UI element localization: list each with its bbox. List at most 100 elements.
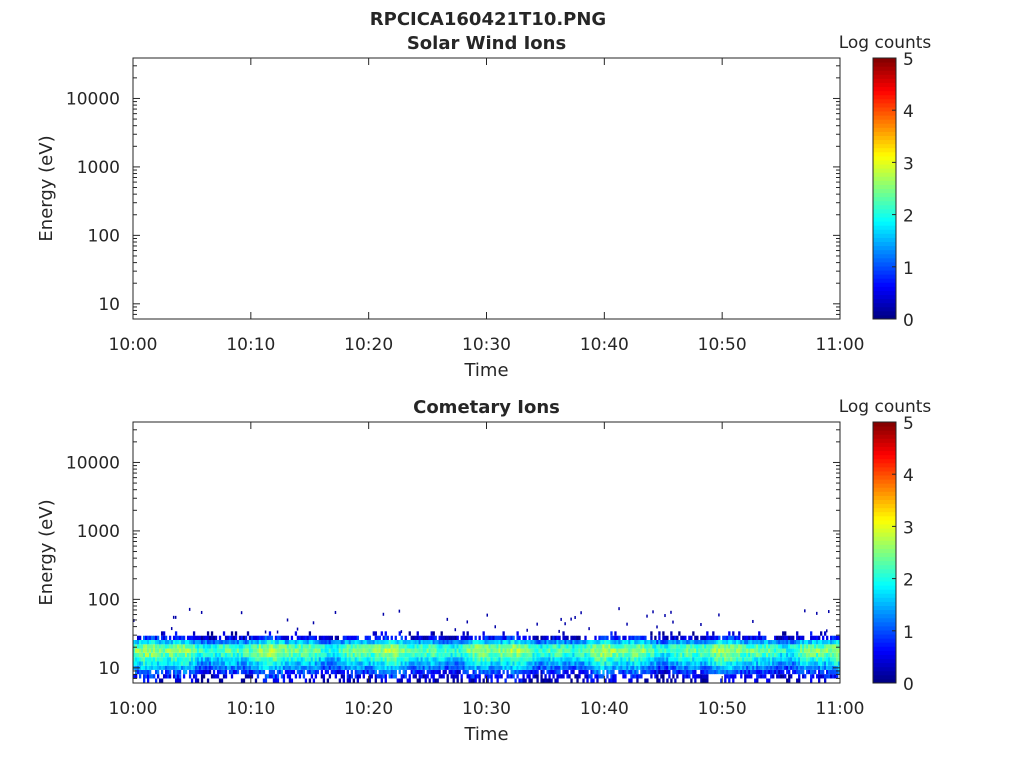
colorbar-segment (873, 564, 896, 570)
heatmap-cell (802, 635, 805, 641)
heatmap-cell (190, 657, 194, 662)
heatmap-cell (838, 640, 841, 645)
heatmap-cell (636, 648, 639, 653)
heatmap-cell (650, 631, 653, 636)
heatmap-cell (438, 644, 441, 649)
heatmap-cell (202, 657, 206, 662)
heatmap-cell (518, 657, 521, 662)
heatmap-cell (492, 652, 495, 658)
heatmap-cell (674, 657, 677, 662)
heatmap-cell (452, 640, 455, 645)
heatmap-cell (208, 635, 212, 641)
heatmap-cell (816, 657, 819, 662)
heatmap-cell (504, 661, 507, 666)
heatmap-cell (778, 648, 781, 653)
heatmap-cell (784, 631, 787, 636)
heatmap-cell (584, 644, 587, 649)
heatmap-cell (348, 640, 351, 645)
heatmap-cell (638, 661, 641, 666)
heatmap-cell (250, 665, 254, 670)
heatmap-cell (666, 669, 669, 675)
heatmap-cell (772, 644, 775, 649)
heatmap-cell (344, 652, 347, 658)
heatmap-cell (248, 661, 252, 666)
heatmap-cell (772, 661, 775, 666)
heatmap-cell (676, 652, 679, 658)
colorbar-segment (873, 111, 896, 116)
heatmap-cell (738, 665, 741, 670)
heatmap-cell (436, 661, 439, 666)
heatmap-cell (178, 674, 182, 679)
x-tick-label: 10:40 (580, 699, 629, 719)
heatmap-cell (152, 652, 156, 658)
x-axis-label: Time (463, 360, 508, 381)
heatmap-cell (682, 652, 685, 658)
heatmap-cell (260, 669, 264, 675)
heatmap-cell (220, 648, 224, 653)
heatmap-cell (646, 678, 649, 683)
heatmap-cell (572, 640, 575, 645)
heatmap-cell (554, 640, 557, 645)
heatmap-cell (266, 674, 270, 679)
heatmap-cell (458, 648, 461, 653)
heatmap-cell (528, 652, 531, 658)
heatmap-cell (776, 661, 779, 666)
heatmap-cell (304, 678, 308, 683)
heatmap-cell (764, 674, 767, 679)
heatmap-cell (230, 644, 234, 649)
heatmap-cell (180, 657, 184, 662)
heatmap-cell (176, 640, 180, 645)
heatmap-cell (442, 648, 445, 653)
heatmap-cell (716, 665, 719, 670)
heatmap-cell (456, 657, 459, 662)
heatmap-cell (478, 674, 481, 679)
heatmap-cell (802, 644, 805, 649)
heatmap-cell (638, 640, 641, 645)
colorbar-segment (873, 617, 896, 623)
heatmap-cell (756, 665, 759, 670)
heatmap-cell (340, 640, 344, 645)
heatmap-cell (394, 669, 397, 675)
heatmap-cell (306, 644, 310, 649)
heatmap-cell (182, 648, 186, 653)
heatmap-cell (740, 652, 743, 658)
heatmap-cell (142, 640, 146, 645)
heatmap-cell (414, 648, 417, 653)
heatmap-cell (606, 657, 609, 662)
heatmap-cell (356, 635, 359, 641)
heatmap-cell (344, 640, 347, 645)
heatmap-cell (570, 678, 573, 683)
heatmap-cell (486, 652, 489, 658)
heatmap-cell (744, 674, 747, 679)
heatmap-cell (300, 648, 304, 653)
heatmap-cell (562, 644, 565, 649)
heatmap-cell (172, 652, 176, 658)
heatmap-cell (380, 644, 383, 649)
heatmap-cell (146, 652, 150, 658)
heatmap-cell (146, 678, 150, 683)
heatmap-cell (376, 674, 379, 679)
heatmap-cell (364, 652, 367, 658)
heatmap-cell (768, 665, 771, 670)
heatmap-cell (548, 657, 551, 662)
heatmap-cell (352, 635, 355, 641)
heatmap-cell (660, 674, 663, 679)
heatmap-cell (220, 665, 224, 670)
heatmap-cell (658, 661, 661, 666)
heatmap-cell (756, 678, 759, 683)
heatmap-cell (394, 665, 397, 670)
heatmap-cell (668, 644, 671, 649)
heatmap-cell (176, 678, 180, 683)
heatmap-cell (726, 648, 729, 653)
heatmap-cell (264, 661, 268, 666)
heatmap-cell (196, 657, 200, 662)
heatmap-cell (412, 635, 415, 641)
heatmap-cell (646, 661, 649, 666)
heatmap-cell (216, 644, 220, 649)
heatmap-cell (164, 652, 168, 658)
heatmap-cell (532, 648, 535, 653)
heatmap-cell (838, 635, 841, 641)
heatmap-cell (133, 674, 136, 679)
heatmap-cell (698, 674, 701, 679)
heatmap-cell (618, 665, 621, 670)
